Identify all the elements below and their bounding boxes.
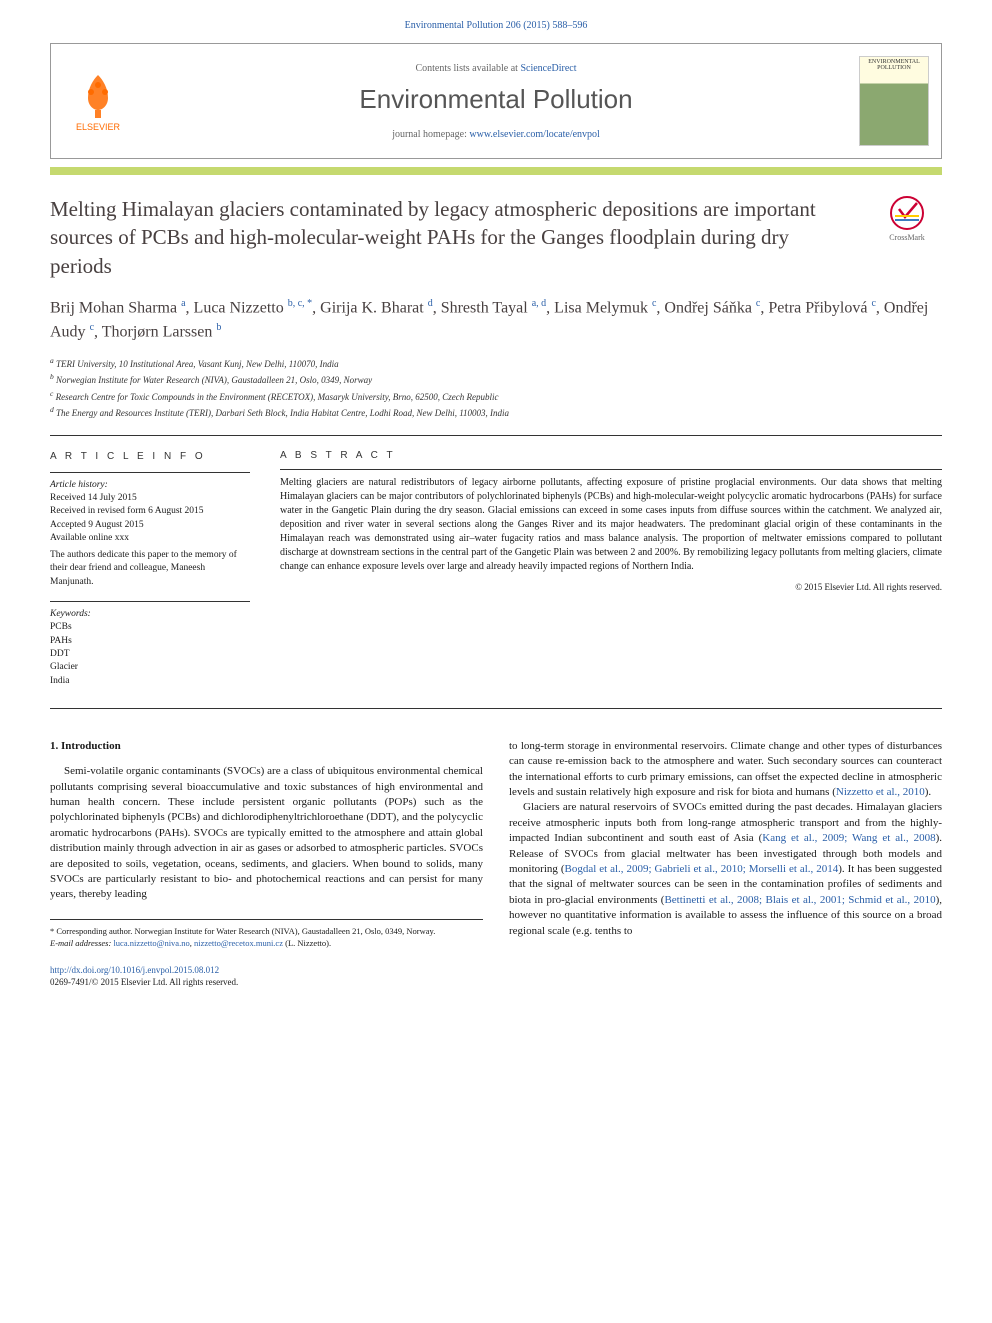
received-date: Received 14 July 2015 [50, 492, 250, 505]
citation-line: Environmental Pollution 206 (2015) 588–5… [50, 20, 942, 31]
keyword: Glacier [50, 661, 250, 674]
revised-date: Received in revised form 6 August 2015 [50, 505, 250, 518]
affiliation-text: Research Centre for Toxic Compounds in t… [56, 392, 499, 402]
citation-link[interactable]: Bettinetti et al., 2008; Blais et al., 2… [664, 894, 935, 906]
crossmark-icon [889, 195, 925, 231]
body-paragraph: Glaciers are natural reservoirs of SVOCs… [509, 800, 942, 939]
divider [50, 708, 942, 709]
body-paragraph: Semi-volatile organic contaminants (SVOC… [50, 764, 483, 903]
keywords-label: Keywords: [50, 608, 250, 621]
article-info: A R T I C L E I N F O Article history: R… [50, 450, 250, 688]
homepage-line: journal homepage: www.elsevier.com/locat… [153, 129, 839, 140]
citation-link[interactable]: Bogdal et al., 2009; Gabrieli et al., 20… [565, 863, 839, 875]
contents-line: Contents lists available at ScienceDirec… [153, 63, 839, 74]
keyword: DDT [50, 648, 250, 661]
email-line: E-mail addresses: luca.nizzetto@niva.no,… [50, 938, 483, 950]
elsevier-label: ELSEVIER [76, 122, 120, 132]
corresponding-author-footer: * Corresponding author. Norwegian Instit… [50, 919, 483, 950]
body-paragraph: to long-term storage in environmental re… [509, 739, 942, 801]
color-bar [50, 167, 942, 175]
elsevier-logo[interactable]: ELSEVIER [63, 64, 133, 139]
affiliation-text: The Energy and Resources Institute (TERI… [56, 408, 509, 418]
journal-cover-thumb[interactable]: ENVIRONMENTAL POLLUTION [859, 56, 929, 146]
journal-name: Environmental Pollution [153, 84, 839, 115]
homepage-link[interactable]: www.elsevier.com/locate/envpol [469, 129, 599, 140]
affiliation-a: a TERI University, 10 Institutional Area… [50, 355, 942, 372]
abstract: A B S T R A C T Melting glaciers are nat… [280, 450, 942, 688]
keyword: PCBs [50, 621, 250, 634]
intro-heading: 1. Introduction [50, 739, 483, 754]
authors-list: Brij Mohan Sharma a, Luca Nizzetto b, c,… [50, 296, 942, 345]
online-date: Available online xxx [50, 532, 250, 545]
affiliation-text: TERI University, 10 Institutional Area, … [56, 359, 339, 369]
abstract-heading: A B S T R A C T [280, 450, 942, 461]
crossmark-label: CrossMark [872, 233, 942, 242]
divider [50, 435, 942, 436]
crossmark-badge[interactable]: CrossMark [872, 195, 942, 242]
homepage-prefix: journal homepage: [392, 129, 469, 140]
doi-line: http://dx.doi.org/10.1016/j.envpol.2015.… [50, 964, 483, 977]
dedication: The authors dedicate this paper to the m… [50, 549, 250, 589]
contents-prefix: Contents lists available at [415, 63, 520, 74]
copyright-line: © 2015 Elsevier Ltd. All rights reserved… [280, 582, 942, 592]
citation-link[interactable]: Kang et al., 2009; Wang et al., 2008 [762, 832, 935, 844]
elsevier-tree-icon [73, 70, 123, 120]
email-suffix: (L. Nizzetto). [283, 938, 331, 948]
affiliation-b: b Norwegian Institute for Water Research… [50, 371, 942, 388]
corr-author: * Corresponding author. Norwegian Instit… [50, 926, 483, 938]
issn-line: 0269-7491/© 2015 Elsevier Ltd. All right… [50, 976, 483, 989]
abstract-text: Melting glaciers are natural redistribut… [280, 469, 942, 574]
doi-link[interactable]: http://dx.doi.org/10.1016/j.envpol.2015.… [50, 965, 219, 975]
keyword: India [50, 675, 250, 688]
body-text-span: ). [925, 786, 931, 798]
email-link-2[interactable]: nizzetto@recetox.muni.cz [194, 938, 283, 948]
article-title: Melting Himalayan glaciers contaminated … [50, 195, 852, 280]
journal-header: ELSEVIER Contents lists available at Sci… [50, 43, 942, 159]
affiliation-c: c Research Centre for Toxic Compounds in… [50, 388, 942, 405]
info-heading: A R T I C L E I N F O [50, 450, 250, 464]
thumb-title: ENVIRONMENTAL POLLUTION [862, 59, 926, 71]
keyword: PAHs [50, 635, 250, 648]
email-link-1[interactable]: luca.nizzetto@niva.no [113, 938, 189, 948]
history-label: Article history: [50, 479, 250, 492]
affiliation-d: d The Energy and Resources Institute (TE… [50, 404, 942, 421]
accepted-date: Accepted 9 August 2015 [50, 519, 250, 532]
email-label: E-mail addresses: [50, 938, 113, 948]
column-right: to long-term storage in environmental re… [509, 739, 942, 989]
affiliation-text: Norwegian Institute for Water Research (… [56, 375, 372, 385]
body-text: 1. Introduction Semi-volatile organic co… [50, 739, 942, 989]
column-left: 1. Introduction Semi-volatile organic co… [50, 739, 483, 989]
affiliations: a TERI University, 10 Institutional Area… [50, 355, 942, 421]
citation-link[interactable]: Nizzetto et al., 2010 [836, 786, 925, 798]
sciencedirect-link[interactable]: ScienceDirect [520, 63, 576, 74]
